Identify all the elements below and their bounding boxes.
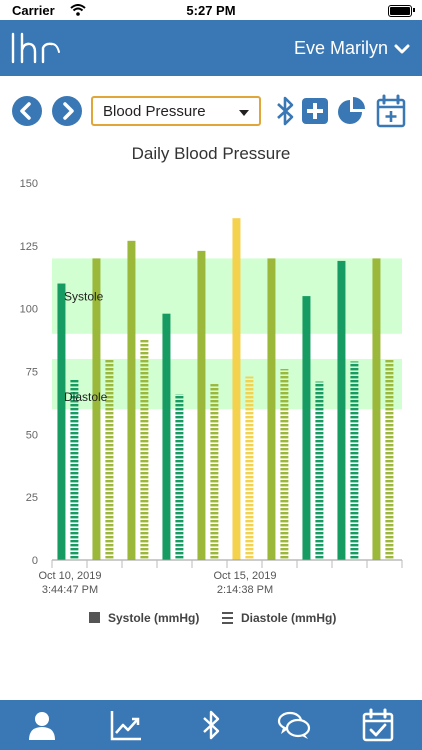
- y-tick-label: 150: [20, 178, 38, 190]
- systole-bar: [57, 283, 66, 560]
- systole-bar: [162, 313, 171, 560]
- previous-button[interactable]: [12, 96, 42, 126]
- chevron-right-icon: [63, 102, 74, 120]
- next-button[interactable]: [52, 96, 82, 126]
- trend-chart-icon[interactable]: [109, 708, 143, 742]
- y-tick-label: 125: [20, 241, 38, 253]
- chart-toolbar: Blood Pressure: [0, 94, 422, 134]
- caret-down-icon: [239, 110, 249, 116]
- chevron-left-icon: [20, 102, 31, 120]
- profile-icon[interactable]: [25, 708, 59, 742]
- bottom-tab-bar: [0, 700, 422, 750]
- legend-label-diastole: Diastole (mmHg): [241, 611, 336, 625]
- chart-svg: Daily Blood Pressure 0 25 50 75 100 125 150 Syst…: [20, 144, 403, 625]
- y-tick-label: 25: [26, 492, 38, 504]
- diastole-bar: [140, 338, 149, 560]
- legend-swatch-diastole: [222, 612, 233, 614]
- app-logo[interactable]: [10, 30, 62, 66]
- systole-bar: [302, 296, 311, 560]
- systole-bar: [372, 258, 381, 560]
- y-tick-label: 75: [26, 367, 38, 379]
- legend-swatch-diastole: [222, 622, 233, 624]
- pie-chart-icon[interactable]: [336, 94, 366, 128]
- systole-bar: [197, 250, 206, 561]
- diastole-bar: [350, 361, 359, 560]
- diastole-bar: [280, 368, 289, 560]
- status-bar: Carrier 5:27 PM: [0, 0, 422, 20]
- band-label: Diastole: [64, 390, 108, 404]
- carrier-label: Carrier: [12, 3, 55, 18]
- user-menu[interactable]: Eve Marilyn: [294, 38, 410, 59]
- diastole-bar: [70, 379, 79, 560]
- diastole-bar: [105, 358, 114, 560]
- x-tick-label: Oct 15, 2019: [214, 570, 277, 582]
- systole-bar: [92, 258, 101, 560]
- blood-pressure-chart: Daily Blood Pressure 0 25 50 75 100 125 150 Syst…: [0, 140, 422, 640]
- metric-select[interactable]: Blood Pressure: [91, 96, 261, 126]
- legend-swatch-systole: [89, 612, 100, 623]
- x-tick-label: 2:14:38 PM: [217, 584, 273, 596]
- x-tick-label: 3:44:47 PM: [42, 584, 98, 596]
- bluetooth-icon[interactable]: [270, 94, 300, 128]
- clock: 5:27 PM: [186, 3, 236, 18]
- y-tick-label: 100: [20, 304, 38, 316]
- systole-bar: [127, 240, 136, 560]
- systole-bar: [267, 258, 276, 560]
- wifi-icon: [70, 4, 86, 16]
- user-name: Eve Marilyn: [293, 38, 388, 58]
- diastole-bar: [245, 376, 254, 560]
- diastole-bar: [315, 381, 324, 560]
- calendar-check-icon[interactable]: [361, 708, 395, 742]
- systole-bar: [232, 218, 241, 560]
- systole-bar: [337, 260, 346, 560]
- y-tick-label: 50: [26, 429, 38, 441]
- y-tick-label: 0: [32, 555, 38, 567]
- legend-swatch-diastole: [222, 617, 233, 619]
- chat-icon[interactable]: [277, 708, 311, 742]
- legend-label-systole: Systole (mmHg): [108, 611, 199, 625]
- app-header: Eve Marilyn: [0, 20, 422, 76]
- add-icon[interactable]: [300, 94, 330, 128]
- chevron-down-icon: [394, 44, 410, 53]
- battery-icon: [388, 5, 412, 17]
- x-tick-label: Oct 10, 2019: [39, 570, 102, 582]
- chart-title: Daily Blood Pressure: [132, 144, 291, 163]
- bluetooth-icon[interactable]: [194, 708, 228, 742]
- metric-select-value: Blood Pressure: [103, 103, 206, 120]
- diastole-bar: [175, 394, 184, 560]
- diastole-bar: [385, 358, 394, 560]
- band-label: Systole: [64, 289, 104, 303]
- normal-range-band: [52, 258, 402, 334]
- diastole-bar: [210, 384, 219, 560]
- calendar-add-icon[interactable]: [376, 94, 406, 128]
